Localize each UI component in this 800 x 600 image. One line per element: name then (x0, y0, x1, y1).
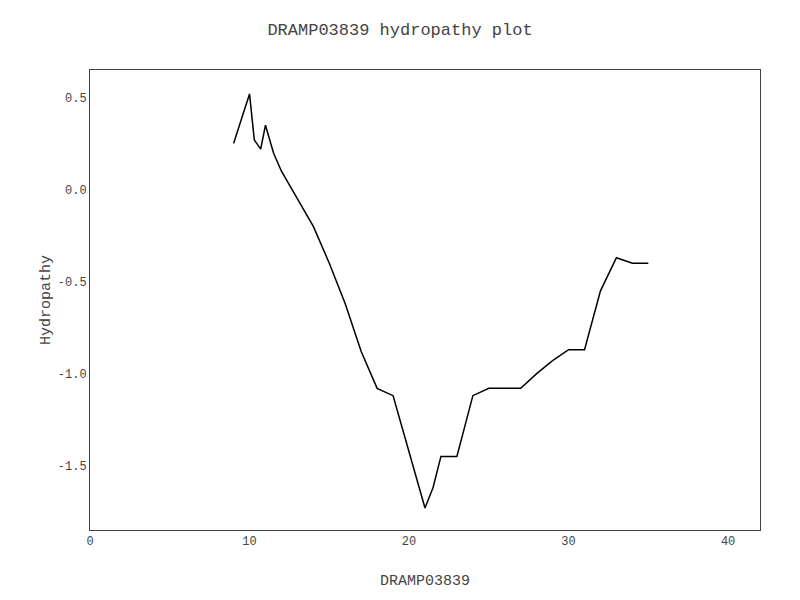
svg-text:DRAMP03839 hydropathy plot: DRAMP03839 hydropathy plot (267, 21, 532, 40)
svg-text:10: 10 (242, 535, 256, 549)
svg-text:0.5: 0.5 (65, 92, 87, 106)
svg-text:30: 30 (561, 535, 575, 549)
svg-text:Hydropathy: Hydropathy (38, 255, 55, 345)
svg-text:0.0: 0.0 (65, 184, 87, 198)
svg-text:20: 20 (402, 535, 416, 549)
svg-text:-1.5: -1.5 (58, 460, 87, 474)
svg-text:-1.0: -1.0 (58, 368, 87, 382)
svg-text:40: 40 (721, 535, 735, 549)
svg-text:0: 0 (86, 535, 93, 549)
svg-text:DRAMP03839: DRAMP03839 (380, 573, 470, 590)
svg-text:-0.5: -0.5 (58, 276, 87, 290)
